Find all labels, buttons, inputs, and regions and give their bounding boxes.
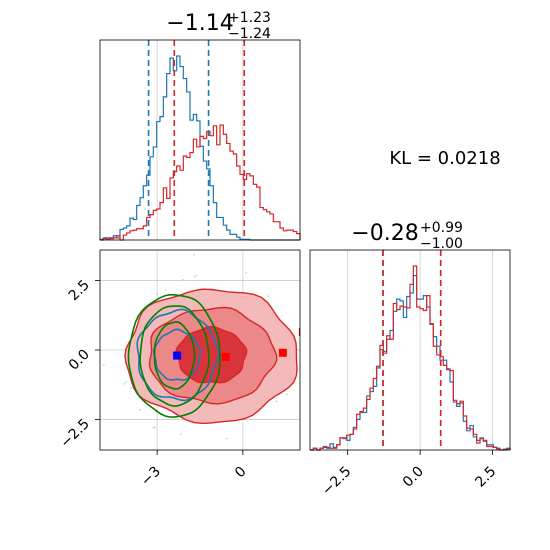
joint-y-tick-label: 0.0 [66, 347, 93, 374]
joint-scatter-dot [138, 408, 141, 411]
joint-y-tick-label: 2.5 [66, 277, 93, 304]
marginal-y-title-minus: −1.00 [420, 236, 463, 252]
marginal-y-x-tick-label: 0.0 [400, 464, 427, 491]
marginal-y-frame [309, 249, 511, 451]
joint-y-ticks: 2.5 0.0 −2.5 [57, 277, 100, 451]
joint-scatter-dot [123, 382, 126, 385]
joint-marker-square [298, 327, 300, 336]
joint-scatter-dot [195, 274, 198, 277]
marginal-y-quantile-lines [382, 250, 442, 450]
marginal-y-title-value: −0.28 [351, 221, 418, 246]
marginal-x-quantile-lines [147, 40, 246, 240]
joint-green-contour-line [139, 305, 210, 407]
joint-scatter-dot [193, 275, 196, 278]
marginal-x-hist-blue [99, 55, 300, 241]
marginal-histogram-y-panel: −0.28 +0.99 −1.00 −2.5 0.0 2.5 [309, 220, 511, 499]
marginal-y-grid [347, 250, 494, 450]
joint-scatter-dot [307, 375, 309, 377]
joint-green-contour-line [153, 321, 196, 390]
joint-scatter-dot [125, 380, 128, 383]
joint-scatter-dot [179, 432, 182, 435]
joint-scatter-dot [267, 295, 270, 298]
joint-red-contour-line [148, 306, 278, 405]
joint-x-tick-label: −3 [138, 464, 164, 490]
kl-divergence-label: KL = 0.0218 [389, 148, 500, 169]
joint-y-tick-label: −2.5 [57, 416, 92, 451]
marginal-x-series [99, 55, 301, 241]
marginal-y-x-tick-label: −2.5 [319, 464, 354, 499]
joint-contour-panel: −3 0 2.5 0.0 −2.5 [57, 249, 310, 489]
joint-red-contour-line [124, 288, 298, 425]
marginal-x-title-value: −1.14 [166, 11, 233, 36]
marginal-y-x-ticks: −2.5 0.0 2.5 [319, 450, 499, 499]
joint-scatter-dot [275, 400, 278, 403]
marginal-y-x-tick-label: 2.5 [472, 464, 499, 491]
joint-marker-square [278, 348, 287, 357]
joint-scatter-dot [245, 271, 248, 274]
joint-scatter-dot [164, 289, 167, 292]
joint-scatter-dot [182, 278, 184, 281]
joint-marker-square [173, 351, 182, 360]
marginal-histogram-x-panel: −1.14 +1.23 −1.24 [99, 10, 301, 241]
joint-contour-lines [124, 288, 298, 425]
joint-green-contour-line [127, 294, 221, 418]
marginal-x-title-plus: +1.23 [228, 10, 271, 26]
joint-markers [173, 327, 300, 361]
joint-x-ticks: −3 0 [138, 450, 250, 489]
joint-scatter-dot [225, 437, 228, 440]
joint-marker-square [221, 352, 230, 361]
joint-scatter-dot [129, 387, 132, 390]
marginal-y-hist-red [310, 265, 511, 451]
joint-scatter-dot [192, 253, 195, 256]
joint-scatter-dot [286, 393, 288, 396]
marginal-x-title-minus: −1.24 [228, 26, 271, 42]
marginal-x-title: −1.14 [166, 11, 233, 36]
marginal-x-hist-red [100, 124, 301, 241]
joint-scatter-dot [308, 343, 310, 345]
marginal-y-title: −0.28 [351, 221, 418, 246]
joint-scatter-dot [102, 364, 105, 366]
joint-scatter-dot [156, 292, 159, 295]
marginal-y-title-plus: +0.99 [420, 220, 463, 236]
marginal-y-series [310, 265, 511, 451]
joint-red-filled-level [176, 326, 247, 383]
marginal-x-frame [99, 39, 301, 241]
joint-x-tick-label: 0 [232, 464, 250, 482]
joint-scatter-dot [152, 426, 155, 429]
